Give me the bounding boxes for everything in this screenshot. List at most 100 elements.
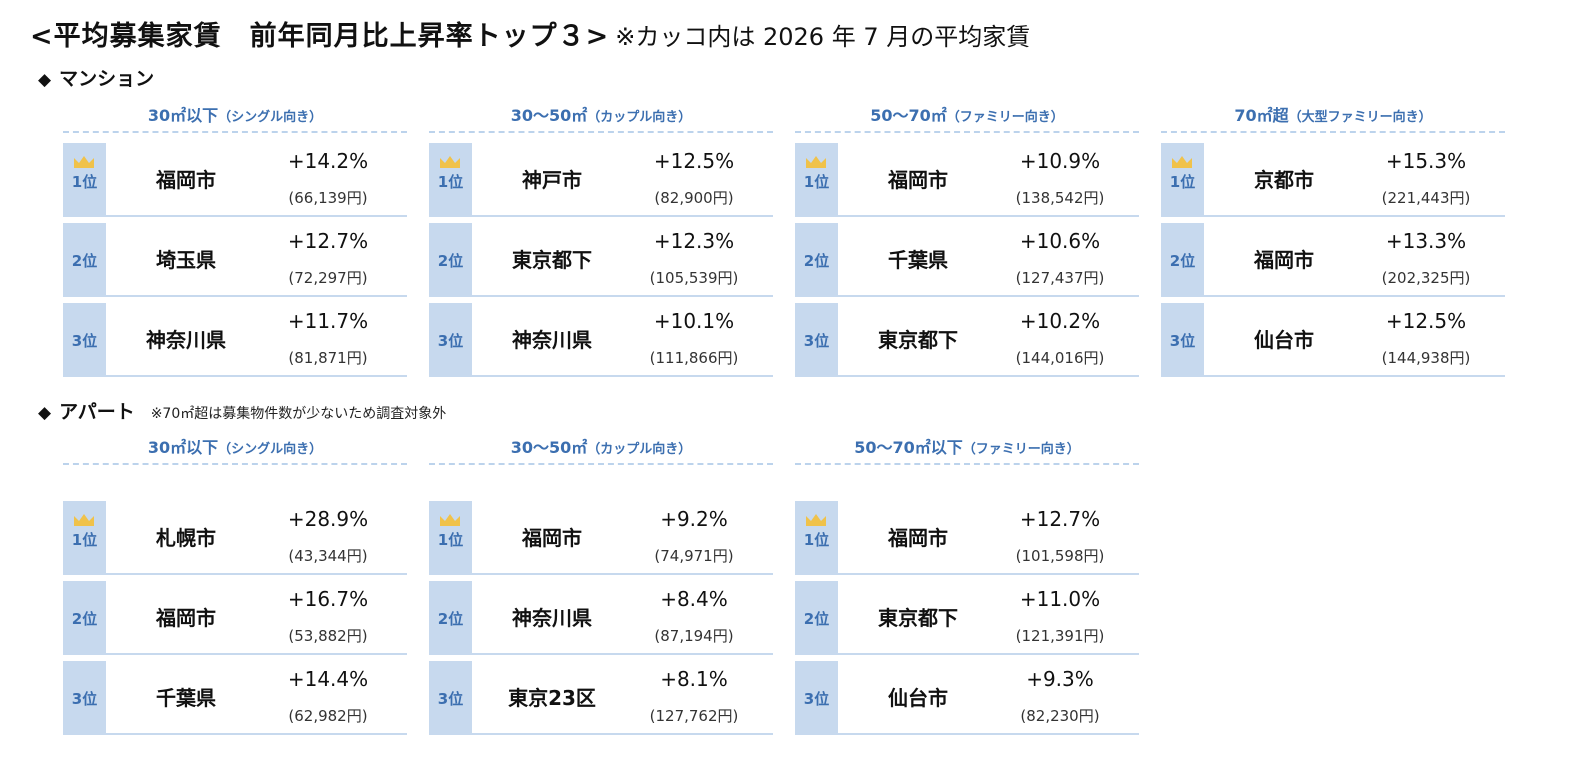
increase-rate: +12.7%: [1019, 507, 1101, 531]
rank-row: 2位 福岡市 +13.3% (202,325円): [1161, 223, 1505, 297]
page-title-note: ※カッコ内は 2026 年 7 月の平均家賃: [615, 23, 1031, 51]
rank-row: 2位 千葉県 +10.6% (127,437円): [795, 223, 1139, 297]
rank-badge: 1位: [63, 501, 106, 575]
rank-row: 2位 福岡市 +16.7% (53,882円): [63, 581, 407, 655]
city-name: 東京都下: [878, 328, 958, 352]
city-name: 千葉県: [156, 686, 216, 710]
city-name: 東京都下: [878, 606, 958, 630]
city-name: 京都市: [1254, 168, 1314, 192]
rank-label: 3位: [71, 690, 98, 708]
group-heading: 50～70㎡（ファミリー向き）: [795, 101, 1139, 133]
average-rent: (82,900円): [654, 189, 734, 207]
average-rent: (138,542円): [1015, 189, 1105, 207]
group-heading-label: 30～50㎡: [510, 438, 588, 457]
city-name: 東京23区: [508, 686, 596, 710]
crown-icon: [74, 156, 94, 168]
average-rent: (127,762円): [649, 707, 739, 725]
increase-rate: +10.2%: [1019, 309, 1101, 333]
average-rent: (53,882円): [288, 627, 368, 645]
row-divider: [1204, 295, 1505, 297]
rank-label: 1位: [1169, 173, 1196, 191]
rank-row: 3位 東京都下 +10.2% (144,016円): [795, 303, 1139, 377]
average-rent: (87,194円): [654, 627, 734, 645]
crown-icon: [806, 156, 826, 168]
rank-row: 2位 神奈川県 +8.4% (87,194円): [429, 581, 773, 655]
row-divider: [472, 215, 773, 217]
rank-badge: 2位: [63, 581, 106, 655]
city-name: 千葉県: [888, 248, 948, 272]
average-rent: (111,866円): [649, 349, 739, 367]
rank-label: 1位: [437, 531, 464, 549]
average-rent: (74,971円): [654, 547, 734, 565]
row-divider: [838, 573, 1139, 575]
city-name: 福岡市: [522, 526, 582, 550]
crown-icon: [74, 514, 94, 526]
average-rent: (105,539円): [649, 269, 739, 287]
rank-row: 3位 神奈川県 +11.7% (81,871円): [63, 303, 407, 377]
rank-label: 3位: [803, 332, 830, 350]
average-rent: (121,391円): [1015, 627, 1105, 645]
average-rent: (66,139円): [288, 189, 368, 207]
rank-label: 2位: [437, 610, 464, 628]
group-heading-paren: （カップル向き）: [587, 442, 692, 457]
average-rent: (127,437円): [1015, 269, 1105, 287]
rank-label: 3位: [71, 332, 98, 350]
rank-row: 1位 福岡市 +10.9% (138,542円): [795, 143, 1139, 217]
rank-badge: 3位: [429, 303, 472, 377]
group-heading-label: 50～70㎡: [870, 106, 947, 125]
row-divider: [106, 573, 407, 575]
rank-label: 3位: [437, 690, 464, 708]
city-name: 福岡市: [156, 168, 216, 192]
row-divider: [472, 733, 773, 735]
city-name: 神戸市: [522, 168, 582, 192]
rank-label: 1位: [437, 173, 464, 191]
crown-icon: [440, 514, 460, 526]
average-rent: (202,325円): [1381, 269, 1471, 287]
increase-rate: +10.9%: [1019, 149, 1101, 173]
row-divider: [472, 375, 773, 377]
row-divider: [106, 375, 407, 377]
rank-badge: 3位: [795, 303, 838, 377]
rank-badge: 3位: [63, 661, 106, 735]
group-heading-label: 30㎡以下: [147, 106, 219, 125]
crown-icon: [806, 514, 826, 526]
average-rent: (72,297円): [288, 269, 368, 287]
row-divider: [472, 573, 773, 575]
group-heading: 70㎡超（大型ファミリー向き）: [1161, 101, 1505, 133]
increase-rate: +13.3%: [1385, 229, 1467, 253]
group-heading-paren: （カップル向き）: [587, 110, 692, 125]
average-rent: (43,344円): [288, 547, 368, 565]
rank-label: 3位: [803, 690, 830, 708]
page-title-main: <平均募集家賃 前年同月比上昇率トップ３>: [30, 21, 610, 52]
rank-label: 2位: [437, 252, 464, 270]
row-divider: [106, 295, 407, 297]
group-heading-paren: （シングル向き）: [218, 442, 323, 457]
row-divider: [472, 653, 773, 655]
section-heading-mansion: ◆ マンション: [38, 64, 170, 91]
rank-row: 1位 福岡市 +9.2% (74,971円): [429, 501, 773, 575]
rank-badge: 1位: [795, 143, 838, 217]
rank-badge: 1位: [63, 143, 106, 217]
rank-badge: 3位: [429, 661, 472, 735]
increase-rate: +10.1%: [653, 309, 735, 333]
rank-group: 70㎡超（大型ファミリー向き） 1位 京都市 +15.3% (221,443円) 2位 福岡…: [1161, 101, 1505, 377]
city-name: 福岡市: [888, 526, 948, 550]
increase-rate: +11.7%: [287, 309, 369, 333]
group-heading-label: 30～50㎡: [510, 106, 588, 125]
rank-row: 2位 東京都下 +12.3% (105,539円): [429, 223, 773, 297]
rank-badge: 3位: [1161, 303, 1204, 377]
row-divider: [838, 733, 1139, 735]
crown-icon: [1172, 156, 1192, 168]
group-heading-label: 30㎡以下: [147, 438, 219, 457]
increase-rate: +28.9%: [287, 507, 369, 531]
diamond-icon: ◆: [38, 403, 52, 423]
rank-label: 2位: [1169, 252, 1196, 270]
row-divider: [838, 295, 1139, 297]
group-heading: 30～50㎡（カップル向き）: [429, 433, 773, 465]
increase-rate: +9.2%: [660, 507, 728, 531]
row-divider: [106, 215, 407, 217]
row-divider: [106, 733, 407, 735]
group-heading: 30㎡以下（シングル向き）: [63, 101, 407, 133]
rank-badge: 1位: [429, 143, 472, 217]
crown-icon: [440, 156, 460, 168]
